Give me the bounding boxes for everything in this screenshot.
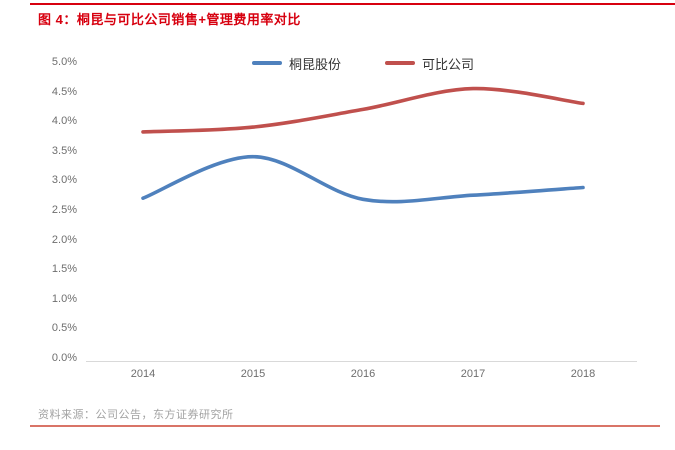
y-tick-label: 1.5% — [51, 263, 77, 276]
y-tick-label: 5.0% — [51, 56, 77, 68]
top-divider — [30, 3, 675, 5]
x-tick-label: 2018 — [570, 368, 596, 380]
legend-label: 桐昆股份 — [288, 56, 341, 72]
y-tick-label: 3.0% — [51, 174, 77, 187]
y-tick-label: 4.0% — [51, 115, 77, 128]
y-tick-label: 4.5% — [51, 85, 77, 98]
y-tick-label: 2.0% — [51, 233, 77, 246]
x-axis-line — [86, 361, 637, 362]
series-line-tongkun — [141, 154, 585, 204]
figure-title: 图 4：桐昆与可比公司销售+管理费用率对比 — [38, 12, 301, 27]
line-plot-canvas — [141, 86, 585, 204]
x-tick-label: 2017 — [460, 368, 486, 380]
y-tick-label: 3.5% — [51, 144, 77, 157]
legend-line-swatch — [251, 61, 282, 65]
legend-item: 可比公司 — [385, 54, 474, 73]
x-tick-label: 2016 — [350, 368, 376, 380]
y-tick-label: 0.0% — [51, 352, 77, 364]
x-tick-label: 2014 — [130, 368, 156, 380]
x-tick-label: 2015 — [240, 368, 266, 380]
series-line-comparable — [141, 86, 585, 134]
legend-label: 可比公司 — [422, 56, 475, 72]
y-tick-label: 1.0% — [51, 292, 77, 305]
source-note: 资料来源：公司公告，东方证券研究所 — [38, 409, 234, 421]
legend-line-swatch — [385, 61, 415, 65]
bottom-divider — [30, 425, 660, 427]
legend-item: 桐昆股份 — [251, 54, 341, 73]
expense-ratio-line-chart: 桐昆股份 可比公司 5.0% 4.5% 4.0% 3.5% 3.0% 2.5% 2.0% 1.5… — [0, 40, 675, 395]
chart-legend: 桐昆股份 可比公司 — [88, 54, 638, 73]
y-tick-label: 0.5% — [51, 322, 77, 335]
y-tick-label: 2.5% — [51, 204, 77, 216]
